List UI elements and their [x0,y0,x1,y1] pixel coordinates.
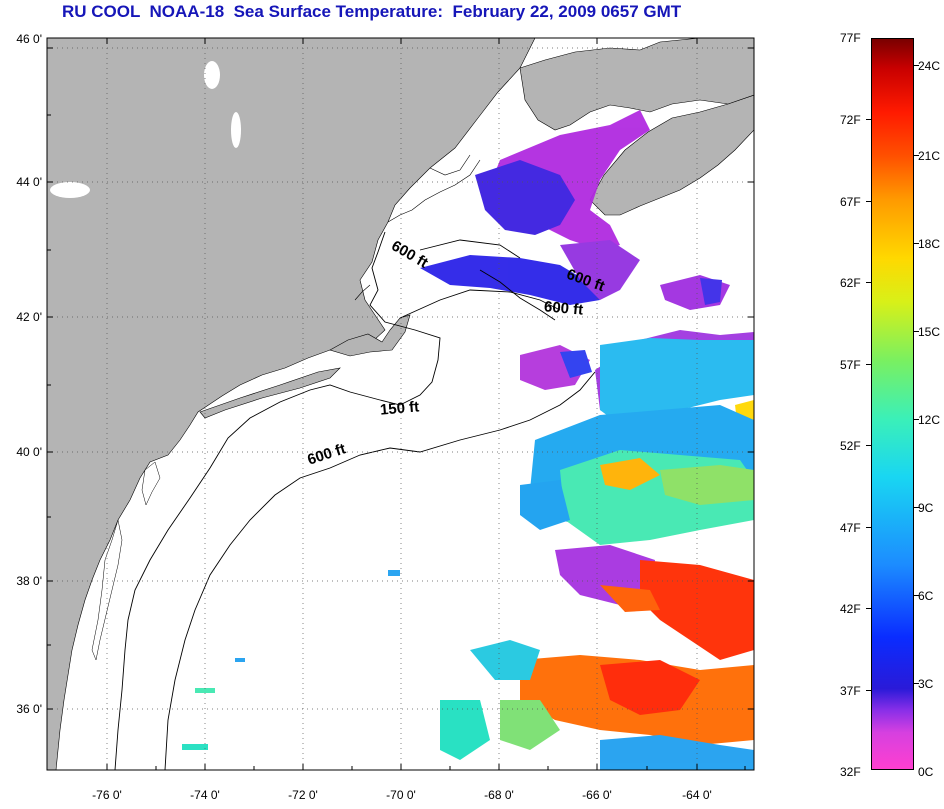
lon-label-72: -72 0' [288,788,318,802]
lat-label-38: 38 0' [16,574,42,588]
lat-label-42: 42 0' [16,310,42,324]
colorbar-tick [913,331,919,332]
colorbar-label-21c: 21C [918,149,941,163]
colorbar-tick [913,419,919,420]
colorbar-tick [866,608,872,609]
colorbar-label-32f: 32F [840,765,861,779]
map-title: RU COOL NOAA-18 Sea Surface Temperature:… [62,2,682,21]
colorbar-tick [913,595,919,596]
lon-label-74: -74 0' [190,788,220,802]
colorbar-tick [866,445,872,446]
colorbar-tick [866,201,872,202]
axis-ticks [47,38,754,770]
colorbar-label-47f: 47F [840,521,861,535]
colorbar-label-62f: 62F [840,276,861,290]
lon-label-66: -66 0' [582,788,612,802]
colorbar-tick [913,65,919,66]
colorbar-label-57f: 57F [840,358,861,372]
colorbar-label-24c: 24C [918,59,941,73]
colorbar-tick [913,507,919,508]
colorbar-label-6c: 6C [918,589,934,603]
land-north-america [47,38,536,770]
colorbar-label-42f: 42F [840,602,861,616]
colorbar-tick [913,243,919,244]
colorbar-label-72f: 72F [840,113,861,127]
colorbar-label-12c: 12C [918,413,941,427]
lat-label-36: 36 0' [16,702,42,716]
colorbar-tick [913,155,919,156]
colorbar-label-3c: 3C [918,677,934,691]
colorbar-label-67f: 67F [840,195,861,209]
coastline-detail [354,154,481,301]
isobath-label-600ft-georges: 600 ft [543,298,584,319]
lat-label-40: 40 0' [16,445,42,459]
lat-label-44: 44 0' [16,175,42,189]
isobath-label-150ft: 150 ft [379,398,420,419]
water-delaware-bay [141,461,161,506]
colorbar-label-18c: 18C [918,237,941,251]
colorbar-tick [913,683,919,684]
land-cape-cod [329,314,411,357]
grid-lines [47,38,754,770]
lat-label-46: 46 0' [16,32,42,46]
colorbar-label-0c: 0C [918,765,934,779]
colorbar-label-15c: 15C [918,325,941,339]
lake [50,182,90,198]
lon-label-68: -68 0' [484,788,514,802]
land-long-island [199,367,341,419]
water-chesapeake [91,519,123,661]
lon-label-76: -76 0' [92,788,122,802]
land-new-brunswick [519,38,754,131]
lake [204,61,220,89]
colorbar-label-52f: 52F [840,439,861,453]
sst-data-layer [182,110,754,770]
land-nova-scotia [589,94,754,216]
lon-label-64: -64 0' [682,788,712,802]
colorbar-label-77f: 77F [840,31,861,45]
colorbar-tick [866,364,872,365]
temperature-colorbar [871,38,914,770]
colorbar-tick [866,690,872,691]
colorbar-tick [866,119,872,120]
colorbar-label-37f: 37F [840,684,861,698]
colorbar-label-9c: 9C [918,501,934,515]
colorbar-tick [866,527,872,528]
lon-label-70: -70 0' [386,788,416,802]
colorbar-tick [866,282,872,283]
isobath-lines [114,231,596,770]
lake [231,112,241,148]
